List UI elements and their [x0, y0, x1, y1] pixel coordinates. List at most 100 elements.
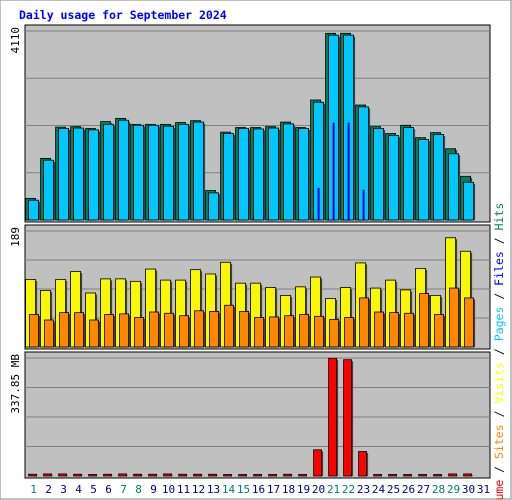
- x-tick-label-day-5: 5: [90, 483, 97, 496]
- bar-pages-day-4: [73, 127, 84, 221]
- bar-volume-day-3: [58, 473, 67, 477]
- bar-volume-day-1: [28, 473, 38, 477]
- panel-background: [24, 351, 491, 479]
- bar-volume-day-12: [193, 473, 203, 477]
- bar-volume-day-26: [403, 474, 413, 477]
- x-tick-label-day-7: 7: [120, 483, 127, 496]
- legend-item-pages: Pages: [492, 307, 506, 342]
- x-tick-label-day-29: 29: [447, 483, 460, 496]
- x-axis-labels: 1 2 3 4 5 6 7 8 9 10 11 12 13 14 15 16 17 18 19 20 21 22 23 24 2…: [30, 483, 490, 496]
- bar-sites-day-20: [314, 315, 325, 348]
- panel-hits-pages: 4110: [9, 24, 491, 223]
- bar-pages-day-15: [238, 128, 250, 221]
- x-tick-label-day-20: 20: [312, 483, 325, 496]
- bar-sites-day-5: [89, 319, 99, 348]
- bar-sites-day-19: [299, 314, 310, 348]
- bar-sites-day-22: [344, 317, 355, 348]
- legend-separator: /: [492, 286, 506, 307]
- bar-volume-day-27: [418, 474, 428, 477]
- bar-volume-day-6: [103, 473, 112, 477]
- chart-title: Daily usage for September 2024: [19, 8, 227, 22]
- bar-pages-day-16: [253, 128, 265, 221]
- bar-volume-day-18: [283, 473, 293, 477]
- bar-sites-day-26: [404, 312, 415, 348]
- x-tick-label-day-26: 26: [402, 483, 415, 496]
- bar-volume-day-4: [73, 473, 82, 477]
- legend-item-volume: Volume: [492, 480, 506, 500]
- bar-pages-day-7: [118, 119, 129, 221]
- legend-item-files: Files: [492, 251, 506, 286]
- bar-volume-day-7: [118, 473, 127, 477]
- bar-pages-day-28: [433, 134, 445, 221]
- bar-pages-day-3: [58, 128, 69, 221]
- panel-max-label: 189: [9, 227, 22, 247]
- bar-volume-day-25: [388, 474, 398, 477]
- bar-pages-day-27: [418, 139, 430, 221]
- bar-sites-day-24: [374, 311, 385, 348]
- bar-pages-day-25: [388, 134, 400, 221]
- bar-sites-day-12: [194, 310, 205, 348]
- panel-volume: 337.85 MB: [9, 351, 491, 479]
- bar-volume-day-23: [358, 451, 368, 477]
- bar-volume-day-29: [448, 473, 458, 477]
- bar-sites-day-10: [164, 312, 175, 348]
- x-tick-label-day-1: 1: [30, 483, 37, 496]
- x-tick-label-day-27: 27: [417, 483, 430, 496]
- x-tick-label-day-6: 6: [105, 483, 112, 496]
- bar-volume-day-22: [343, 359, 353, 477]
- bar-sites-day-8: [134, 317, 145, 348]
- x-tick-label-day-10: 10: [162, 483, 175, 496]
- bar-files-day-21: [332, 122, 335, 220]
- bar-sites-day-4: [74, 312, 84, 348]
- legend-separator: /: [492, 230, 506, 251]
- x-tick-label-day-25: 25: [387, 483, 400, 496]
- bar-sites-day-3: [59, 312, 69, 348]
- bar-volume-day-21: [328, 357, 338, 477]
- bar-volume-day-16: [253, 474, 263, 477]
- x-tick-label-day-22: 22: [342, 483, 355, 496]
- bar-pages-day-14: [223, 133, 235, 221]
- bar-pages-day-18: [283, 123, 295, 221]
- bar-volume-day-20: [313, 449, 323, 477]
- bar-volume-day-19: [298, 474, 308, 477]
- x-tick-label-day-21: 21: [327, 483, 340, 496]
- bar-sites-day-17: [269, 316, 280, 348]
- x-tick-label-day-14: 14: [222, 483, 236, 496]
- bar-pages-day-11: [178, 123, 190, 221]
- x-tick-label-day-28: 28: [432, 483, 445, 496]
- bar-sites-day-25: [389, 312, 400, 348]
- x-tick-label-day-19: 19: [297, 483, 310, 496]
- bar-pages-day-12: [193, 121, 205, 221]
- bar-sites-day-23: [359, 297, 370, 348]
- panel-max-label: 4110: [9, 27, 22, 54]
- x-tick-label-day-3: 3: [60, 483, 67, 496]
- x-tick-label-day-30: 30: [462, 483, 475, 496]
- bar-sites-day-27: [419, 293, 430, 348]
- bar-sites-day-29: [449, 287, 460, 348]
- x-tick-label-day-18: 18: [282, 483, 295, 496]
- bar-pages-day-24: [373, 128, 385, 221]
- bar-pages-day-8: [133, 124, 145, 221]
- bar-sites-day-15: [239, 311, 250, 348]
- bar-files-day-23: [362, 189, 365, 220]
- bar-volume-day-9: [148, 473, 158, 477]
- bar-pages-day-19: [298, 128, 310, 221]
- chart-legend: Volume / Sites / Visits / Pages / Files …: [492, 203, 506, 500]
- bar-volume-day-24: [373, 474, 383, 477]
- bar-volume-day-30: [463, 473, 473, 477]
- bar-pages-day-30: [463, 181, 475, 221]
- x-tick-label-day-23: 23: [357, 483, 370, 496]
- bar-volume-day-28: [433, 474, 443, 477]
- panel-max-label: 337.85 MB: [9, 354, 22, 414]
- legend-item-hits: Hits: [492, 203, 506, 231]
- bar-sites-day-30: [464, 297, 475, 348]
- bar-pages-day-26: [403, 127, 415, 221]
- x-tick-label-day-15: 15: [237, 483, 250, 496]
- bar-sites-day-13: [209, 311, 220, 348]
- bar-sites-day-7: [119, 313, 129, 348]
- bar-files-day-22: [347, 122, 350, 220]
- x-tick-label-day-4: 4: [75, 483, 82, 496]
- x-tick-label-day-11: 11: [177, 483, 190, 496]
- legend-separator: /: [492, 459, 506, 480]
